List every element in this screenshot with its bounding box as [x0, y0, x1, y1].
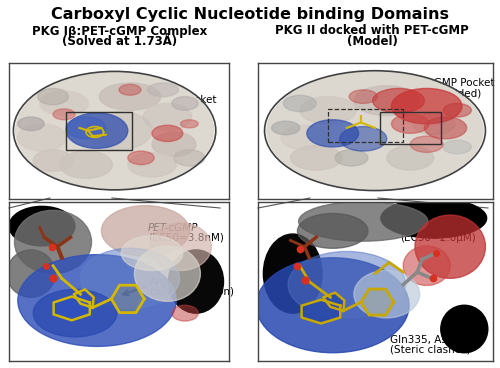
Ellipse shape — [18, 124, 66, 151]
Ellipse shape — [441, 305, 488, 353]
Text: PET-cGMP: PET-cGMP — [148, 223, 198, 233]
Ellipse shape — [392, 88, 462, 124]
Ellipse shape — [80, 248, 180, 308]
Polygon shape — [112, 285, 144, 313]
Ellipse shape — [128, 151, 154, 165]
Ellipse shape — [284, 95, 316, 112]
Text: PKG II docked with PET-cGMP: PKG II docked with PET-cGMP — [275, 25, 469, 38]
Ellipse shape — [272, 121, 300, 135]
Text: Gln335, Asp412: Gln335, Asp412 — [390, 335, 473, 345]
Ellipse shape — [148, 83, 178, 96]
Polygon shape — [74, 289, 94, 308]
Ellipse shape — [267, 72, 483, 189]
Ellipse shape — [53, 109, 75, 120]
Ellipse shape — [38, 88, 68, 105]
Ellipse shape — [298, 202, 428, 241]
Ellipse shape — [18, 117, 44, 131]
Text: (EC50=2.0μM): (EC50=2.0μM) — [400, 233, 476, 243]
Ellipse shape — [143, 103, 192, 131]
Bar — [66, 112, 132, 150]
Ellipse shape — [288, 251, 406, 318]
Ellipse shape — [298, 213, 368, 248]
Text: (Shielded): (Shielded) — [428, 88, 481, 98]
Ellipse shape — [354, 86, 420, 116]
Text: (Model): (Model) — [346, 35, 398, 47]
Ellipse shape — [33, 150, 73, 171]
Ellipse shape — [134, 246, 200, 301]
Ellipse shape — [40, 91, 88, 116]
Ellipse shape — [180, 120, 198, 128]
Ellipse shape — [121, 236, 183, 270]
Ellipse shape — [9, 206, 75, 246]
Text: (π/π interaction): (π/π interaction) — [150, 287, 234, 297]
Ellipse shape — [335, 150, 368, 166]
Text: (Open): (Open) — [150, 104, 186, 114]
Ellipse shape — [290, 146, 342, 170]
Polygon shape — [361, 289, 394, 315]
Text: (Steric clashes): (Steric clashes) — [390, 345, 470, 355]
Ellipse shape — [152, 125, 183, 142]
Ellipse shape — [168, 250, 224, 313]
Ellipse shape — [392, 114, 429, 133]
Ellipse shape — [18, 255, 176, 346]
Ellipse shape — [60, 151, 112, 178]
Bar — [328, 109, 403, 142]
Ellipse shape — [340, 127, 387, 151]
Ellipse shape — [150, 223, 212, 270]
Polygon shape — [324, 293, 344, 311]
Ellipse shape — [403, 246, 450, 286]
Text: PKG Iβ:PET-cGMP Complex: PKG Iβ:PET-cGMP Complex — [32, 25, 208, 38]
Ellipse shape — [256, 258, 409, 353]
Ellipse shape — [412, 113, 455, 135]
Ellipse shape — [172, 305, 198, 321]
Text: (Solved at 1.73Å): (Solved at 1.73Å) — [62, 35, 178, 47]
Bar — [380, 112, 441, 144]
Text: cGMP Pocket: cGMP Pocket — [150, 95, 216, 105]
Ellipse shape — [66, 117, 106, 139]
Ellipse shape — [410, 136, 443, 152]
Ellipse shape — [14, 210, 92, 274]
Ellipse shape — [172, 96, 198, 110]
Ellipse shape — [307, 120, 358, 147]
Text: cGMP Pocket: cGMP Pocket — [428, 78, 494, 88]
Ellipse shape — [354, 270, 420, 318]
Text: PET-cGMP: PET-cGMP — [400, 223, 450, 233]
Ellipse shape — [349, 90, 378, 103]
Text: Arg285: Arg285 — [150, 277, 188, 287]
Ellipse shape — [128, 152, 176, 177]
Ellipse shape — [387, 146, 434, 170]
Ellipse shape — [264, 234, 322, 313]
Text: Carboxyl Cyclic Nucleotide binding Domains: Carboxyl Cyclic Nucleotide binding Domai… — [51, 7, 449, 21]
Ellipse shape — [86, 112, 152, 150]
Polygon shape — [302, 300, 341, 323]
Ellipse shape — [99, 83, 161, 110]
Ellipse shape — [381, 198, 486, 238]
Ellipse shape — [372, 88, 424, 113]
Ellipse shape — [443, 103, 472, 117]
Ellipse shape — [102, 206, 190, 256]
Ellipse shape — [300, 96, 356, 124]
Ellipse shape — [66, 113, 128, 148]
Ellipse shape — [119, 84, 141, 95]
Ellipse shape — [443, 140, 472, 154]
Ellipse shape — [33, 290, 117, 337]
Ellipse shape — [415, 215, 486, 278]
Ellipse shape — [174, 150, 205, 166]
Ellipse shape — [16, 73, 214, 188]
Text: αC-Helix: αC-Helix — [302, 121, 346, 131]
Text: (EC50=3.8nM): (EC50=3.8nM) — [148, 233, 224, 243]
Ellipse shape — [7, 250, 55, 297]
Polygon shape — [54, 297, 90, 320]
Ellipse shape — [424, 117, 467, 139]
Ellipse shape — [281, 125, 328, 150]
Ellipse shape — [152, 132, 196, 156]
